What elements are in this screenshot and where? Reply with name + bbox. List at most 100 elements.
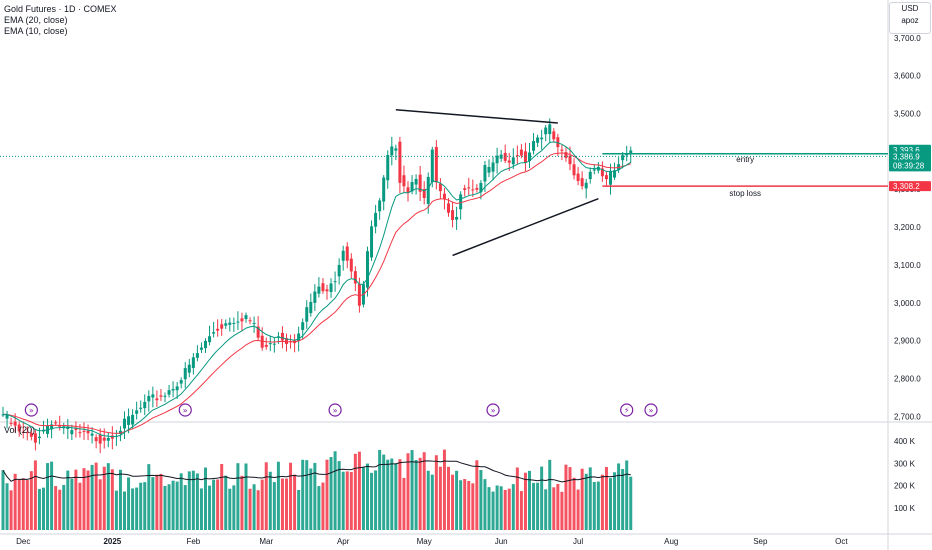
candle-body[interactable]: [507, 160, 511, 163]
candle-body[interactable]: [552, 131, 556, 140]
volume-bar[interactable]: [123, 491, 126, 530]
candle-body[interactable]: [410, 182, 414, 192]
volume-bar[interactable]: [434, 455, 438, 530]
candle-body[interactable]: [224, 323, 228, 326]
volume-bar[interactable]: [398, 459, 402, 530]
candle-body[interactable]: [483, 165, 487, 182]
candle-body[interactable]: [519, 149, 523, 156]
volume-bar[interactable]: [491, 491, 495, 530]
volume-bar[interactable]: [13, 473, 17, 530]
candle-body[interactable]: [163, 395, 167, 397]
volume-bar[interactable]: [285, 478, 288, 530]
volume-bar[interactable]: [179, 473, 183, 530]
volume-bar[interactable]: [252, 484, 256, 530]
volume-bar[interactable]: [386, 459, 390, 530]
volume-bar[interactable]: [94, 462, 98, 530]
volume-bar[interactable]: [361, 467, 365, 530]
volume-bar[interactable]: [54, 486, 58, 530]
candle-body[interactable]: [309, 301, 313, 314]
volume-bar[interactable]: [592, 481, 596, 530]
dividend-arrow-icon[interactable]: [178, 403, 192, 417]
candle-body[interactable]: [82, 430, 86, 432]
volume-bar[interactable]: [208, 485, 212, 530]
candle-body[interactable]: [98, 434, 102, 444]
candle-body[interactable]: [600, 168, 604, 177]
volume-bar[interactable]: [155, 474, 159, 530]
dividend-arrow-icon[interactable]: [24, 403, 38, 417]
volume-bar[interactable]: [479, 470, 483, 530]
volume-bar[interactable]: [33, 460, 37, 530]
candle-body[interactable]: [629, 150, 633, 154]
candle-body[interactable]: [451, 210, 455, 220]
candle-body[interactable]: [604, 175, 608, 180]
candle-body[interactable]: [459, 194, 463, 210]
volume-bar[interactable]: [321, 482, 325, 530]
candle-body[interactable]: [378, 200, 382, 212]
candle-body[interactable]: [370, 226, 374, 258]
candle-body[interactable]: [187, 364, 191, 373]
candle-body[interactable]: [426, 176, 430, 204]
volume-bar[interactable]: [163, 485, 167, 530]
candle-body[interactable]: [337, 264, 341, 277]
candle-body[interactable]: [447, 203, 450, 213]
volume-bar[interactable]: [135, 487, 139, 530]
volume-bar[interactable]: [139, 482, 143, 530]
candle-body[interactable]: [33, 433, 37, 443]
volume-bar[interactable]: [333, 451, 337, 530]
candle-body[interactable]: [13, 421, 17, 426]
candle-body[interactable]: [353, 271, 357, 284]
volume-bar[interactable]: [430, 474, 434, 530]
candle-body[interactable]: [471, 189, 475, 191]
volume-bar[interactable]: [228, 488, 232, 530]
candle-body[interactable]: [54, 422, 58, 424]
candle-body[interactable]: [272, 343, 276, 345]
candle-body[interactable]: [341, 250, 345, 261]
candle-body[interactable]: [204, 340, 207, 349]
candle-body[interactable]: [171, 388, 175, 391]
dividend-arrow-icon[interactable]: [486, 403, 500, 417]
candle-body[interactable]: [313, 291, 317, 303]
volume-bar[interactable]: [600, 474, 604, 530]
candle-body[interactable]: [236, 321, 240, 323]
candle-body[interactable]: [523, 151, 527, 163]
currency-selector[interactable]: USD apoz: [889, 2, 931, 34]
volume-bar[interactable]: [532, 482, 536, 530]
volume-bar[interactable]: [191, 470, 195, 530]
legend-title[interactable]: Gold Futures · 1D · COMEX: [4, 4, 117, 14]
volume-bar[interactable]: [378, 449, 382, 530]
volume-bar[interactable]: [341, 471, 345, 530]
volume-bar[interactable]: [345, 471, 349, 530]
volume-bar[interactable]: [406, 453, 410, 530]
candle-body[interactable]: [491, 162, 495, 172]
candle-body[interactable]: [155, 398, 159, 401]
volume-bar[interactable]: [224, 475, 228, 530]
candle-body[interactable]: [588, 171, 592, 180]
volume-bar[interactable]: [240, 475, 244, 530]
volume-bar[interactable]: [29, 471, 33, 530]
candle-body[interactable]: [106, 437, 110, 441]
volume-bar[interactable]: [301, 459, 305, 530]
candle-body[interactable]: [357, 283, 361, 306]
candle-body[interactable]: [301, 322, 305, 330]
dividend-arrow-icon[interactable]: [328, 403, 342, 417]
volume-bar[interactable]: [442, 449, 446, 530]
candle-body[interactable]: [9, 422, 13, 424]
candle-body[interactable]: [151, 394, 155, 398]
candle-body[interactable]: [414, 178, 418, 185]
volume-bar[interactable]: [244, 463, 248, 530]
candle-body[interactable]: [179, 380, 183, 384]
volume-bar[interactable]: [289, 462, 293, 530]
candle-body[interactable]: [70, 430, 74, 435]
volume-bar[interactable]: [232, 485, 236, 530]
volume-bar[interactable]: [402, 477, 406, 530]
volume-bar[interactable]: [613, 472, 617, 530]
candle-body[interactable]: [252, 323, 256, 325]
volume-bar[interactable]: [25, 480, 29, 530]
candle-body[interactable]: [621, 155, 625, 161]
volume-bar[interactable]: [50, 461, 54, 530]
volume-bar[interactable]: [374, 470, 378, 530]
candle-body[interactable]: [256, 326, 260, 338]
candle-body[interactable]: [220, 324, 224, 329]
volume-bar[interactable]: [463, 479, 467, 530]
